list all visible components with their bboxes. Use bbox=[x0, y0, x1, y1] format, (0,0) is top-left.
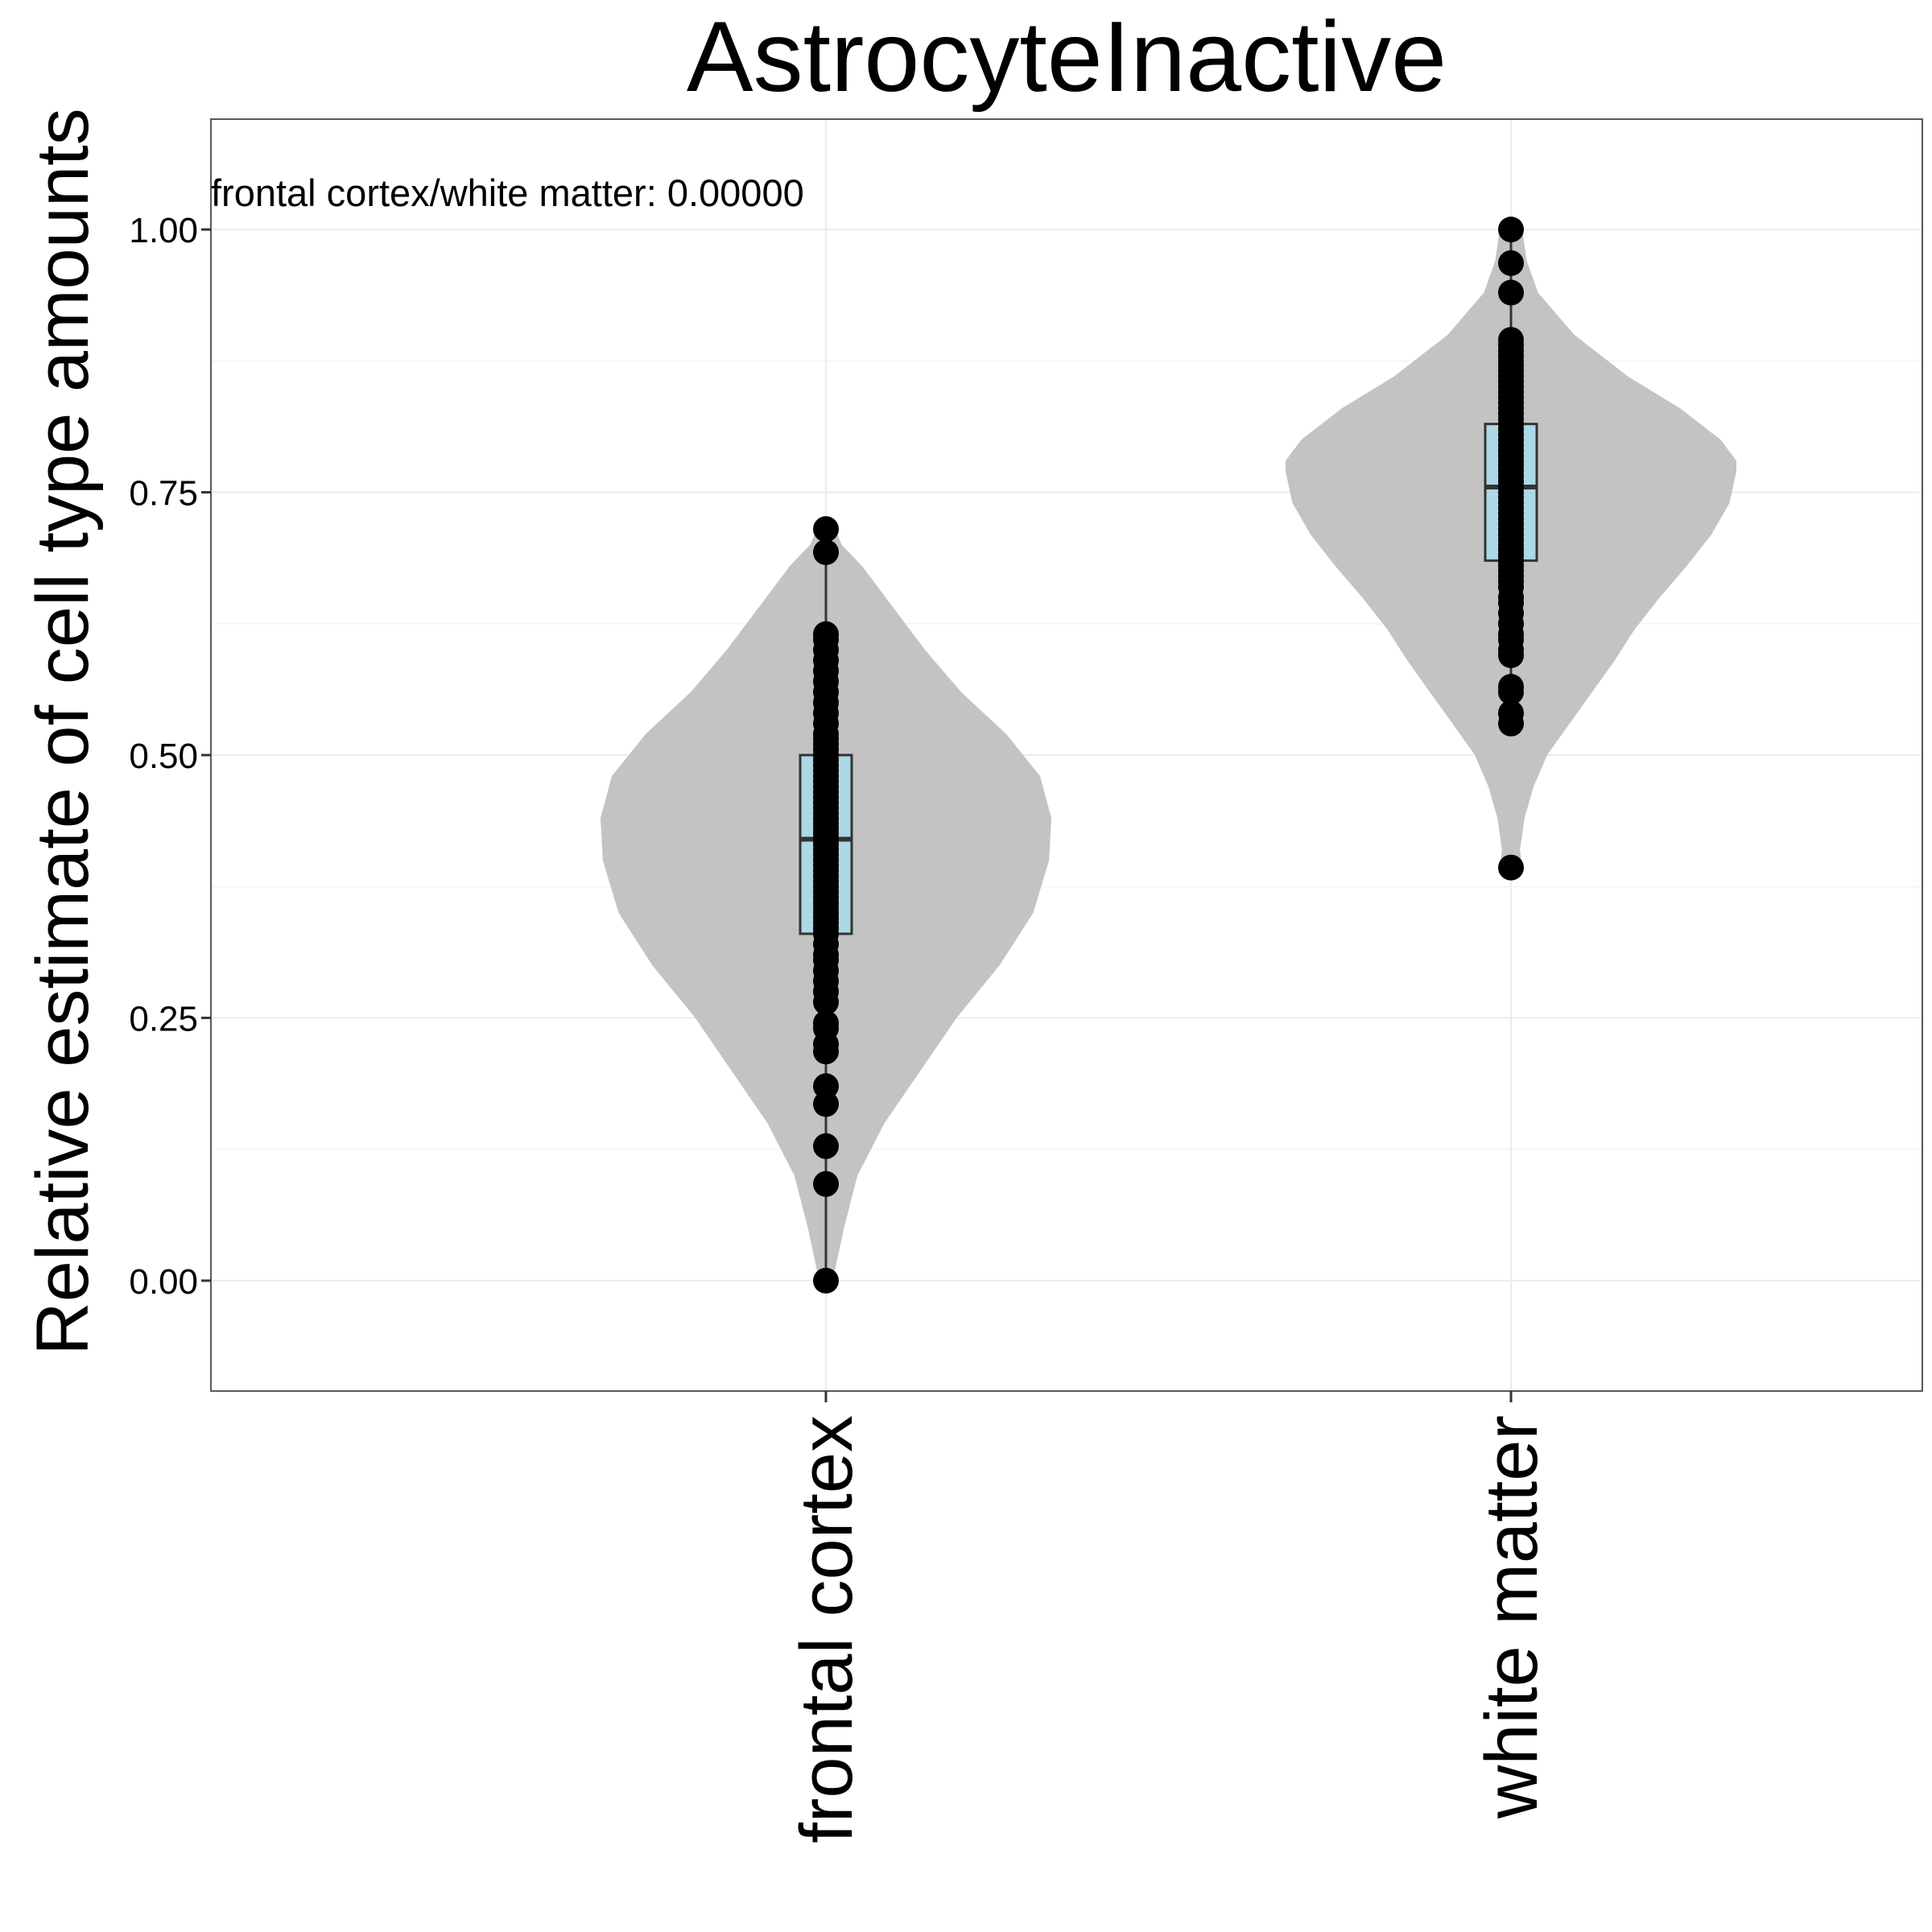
data-point bbox=[813, 539, 839, 565]
y-tick-label: 0.50 bbox=[129, 737, 198, 776]
data-point bbox=[1498, 700, 1524, 726]
data-point bbox=[813, 1091, 839, 1117]
chart-title: AstrocyteInactive bbox=[687, 2, 1447, 113]
comparison-annotation: frontal cortex/white matter: 0.00000 bbox=[211, 171, 804, 214]
axes: 0.00 0.25 0.50 0.75 1.00 frontal cortex white … bbox=[129, 211, 1553, 1843]
y-axis-label: Relative estimate of cell type amounts bbox=[22, 108, 104, 1355]
data-point bbox=[813, 1073, 839, 1100]
data-point bbox=[813, 1133, 839, 1159]
data-point bbox=[1498, 327, 1524, 353]
data-point bbox=[1498, 279, 1524, 306]
data-point bbox=[813, 1267, 839, 1294]
data-point bbox=[813, 621, 839, 647]
y-tick-label: 1.00 bbox=[129, 211, 198, 250]
data-point bbox=[1498, 674, 1524, 700]
data-point bbox=[1498, 217, 1524, 243]
data-point bbox=[813, 516, 839, 543]
data-points bbox=[813, 217, 1524, 1294]
x-tick-label: white matter bbox=[1471, 1415, 1553, 1819]
data-point bbox=[813, 1170, 839, 1197]
data-point bbox=[1498, 854, 1524, 881]
y-tick-label: 0.00 bbox=[129, 1262, 198, 1302]
y-tick-label: 0.75 bbox=[129, 474, 198, 514]
y-tick-label: 0.25 bbox=[129, 999, 198, 1038]
data-point bbox=[1498, 250, 1524, 276]
x-tick-label: frontal cortex bbox=[786, 1415, 868, 1843]
data-point bbox=[813, 1010, 839, 1036]
